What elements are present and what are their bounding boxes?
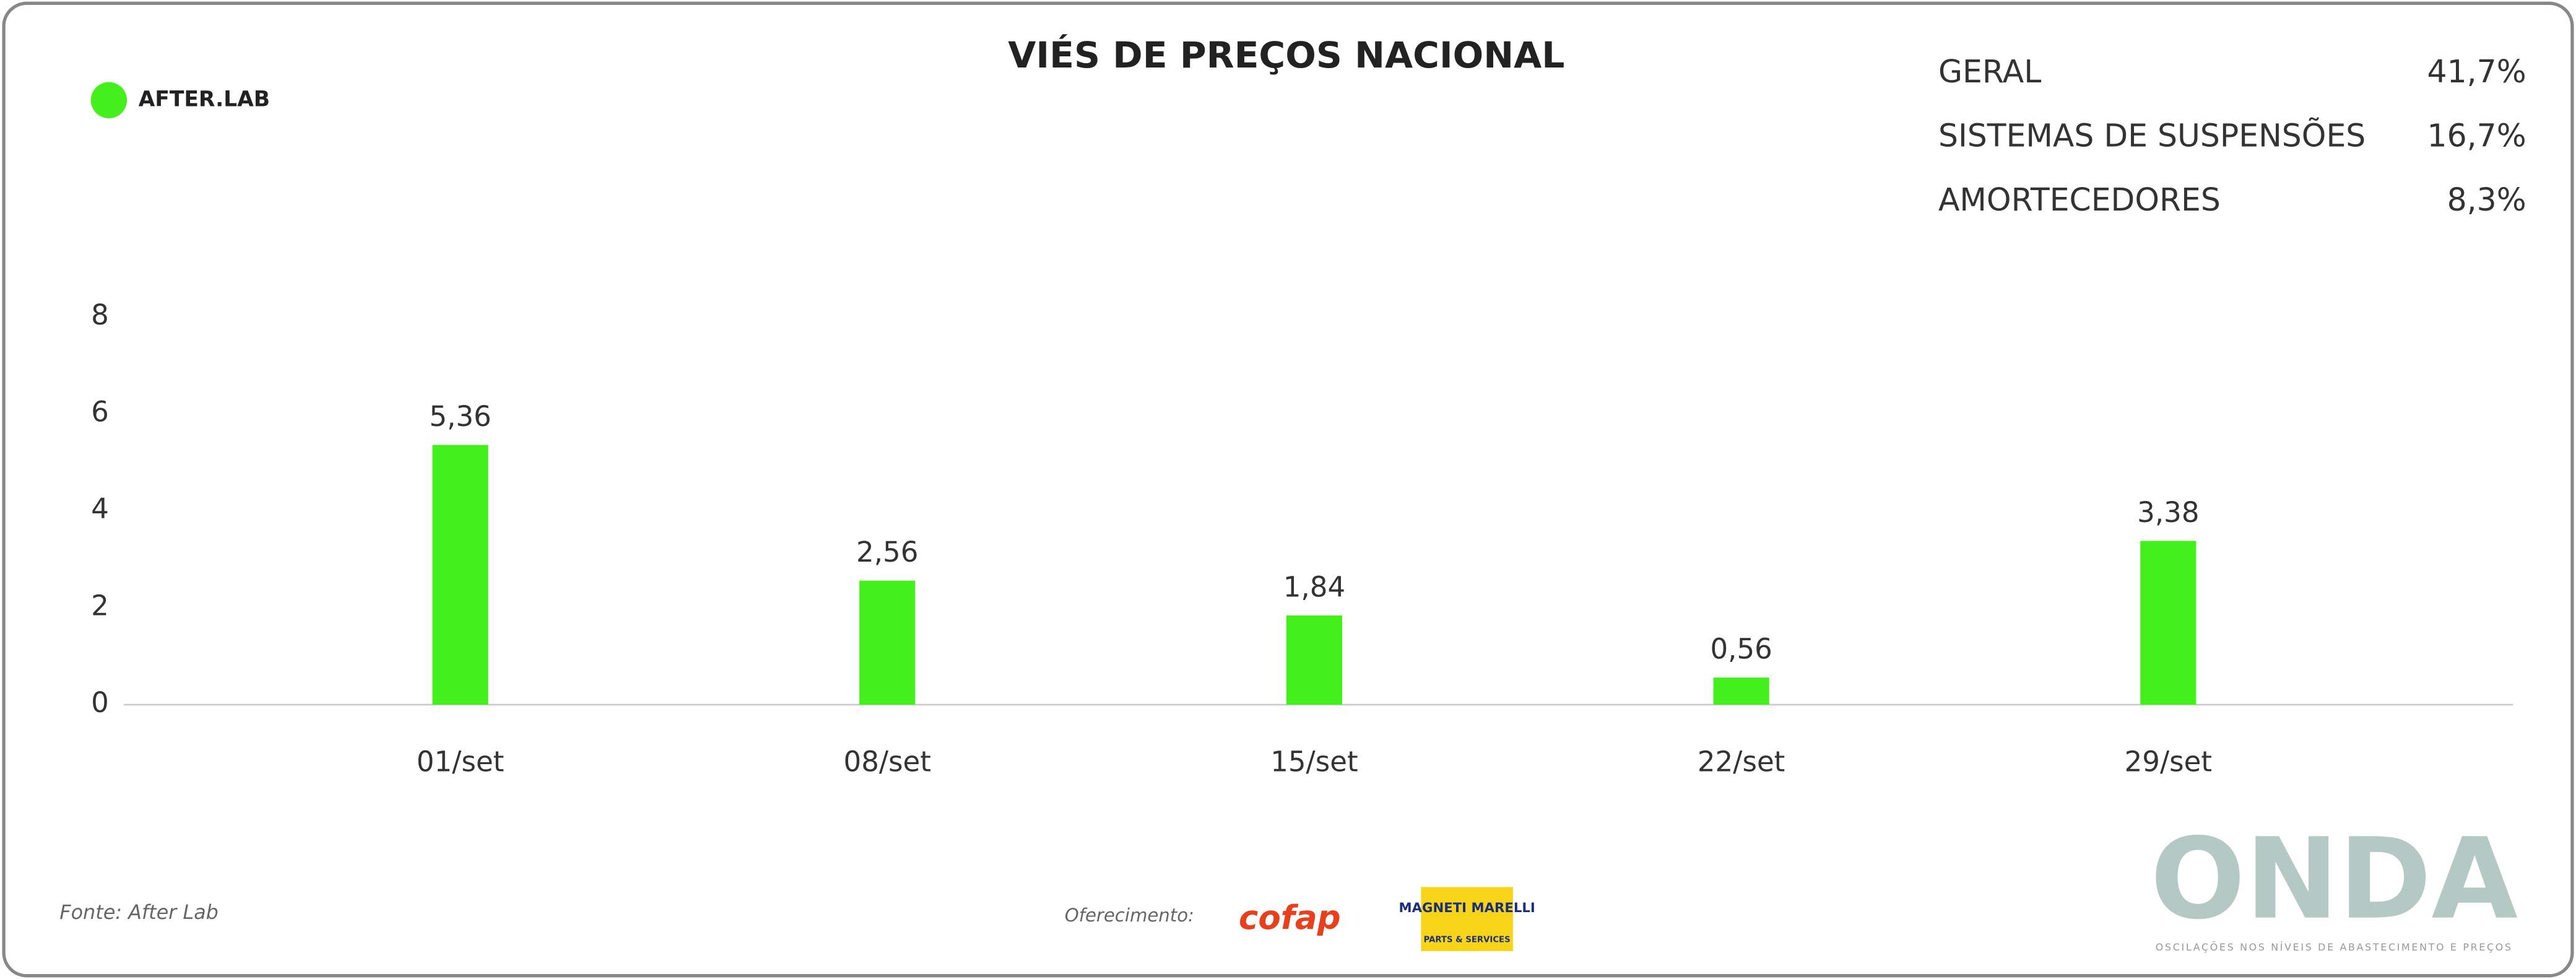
value-label: 1,84 — [1283, 571, 1345, 604]
summary-label: GERAL — [1938, 53, 2041, 90]
summary-label: SISTEMAS DE SUSPENSÕES — [1938, 117, 2366, 154]
sponsor-box — [1421, 887, 1513, 951]
y-tick-label: 8 — [91, 298, 109, 331]
summary-value: 16,7% — [2427, 117, 2526, 154]
footer-tagline: OSCILAÇÕES NOS NÍVEIS DE ABASTECIMENTO E… — [2156, 941, 2513, 953]
sponsor-logo: MAGNETI MARELLI — [1399, 900, 1535, 916]
y-tick-label: 4 — [91, 492, 109, 525]
value-label: 5,36 — [429, 400, 491, 433]
y-tick-label: 6 — [91, 395, 109, 428]
y-tick-label: 0 — [91, 686, 109, 719]
y-tick-label: 2 — [91, 589, 109, 622]
logo-text: AFTER.LAB — [139, 87, 270, 111]
x-tick-label: 08/set — [844, 745, 931, 778]
sponsor-logo: PARTS & SERVICES — [1424, 935, 1511, 944]
sponsor-label: Oferecimento: — [1065, 905, 1194, 926]
x-tick-label: 29/set — [2125, 745, 2212, 778]
x-tick-label: 15/set — [1270, 745, 1358, 778]
source: Fonte: After Lab — [59, 900, 219, 924]
chart-title: VIÉS DE PREÇOS NACIONAL — [1008, 33, 1564, 76]
summary-label: AMORTECEDORES — [1938, 181, 2221, 218]
bar — [859, 580, 916, 705]
sponsor-logo: cofap — [1239, 899, 1341, 937]
bar — [1286, 616, 1343, 705]
summary-value: 41,7% — [2427, 53, 2526, 90]
x-tick-label: 01/set — [417, 745, 504, 778]
value-label: 2,56 — [856, 536, 918, 568]
value-label: 3,38 — [2137, 496, 2199, 529]
summary-value: 8,3% — [2447, 181, 2526, 218]
footer-logo: ONDA — [2150, 814, 2518, 944]
bar — [432, 445, 488, 705]
bar — [1713, 677, 1769, 705]
value-label: 0,56 — [1710, 633, 1772, 666]
logo-icon — [90, 82, 128, 118]
bar — [2140, 541, 2197, 705]
x-tick-label: 22/set — [1698, 745, 1785, 778]
